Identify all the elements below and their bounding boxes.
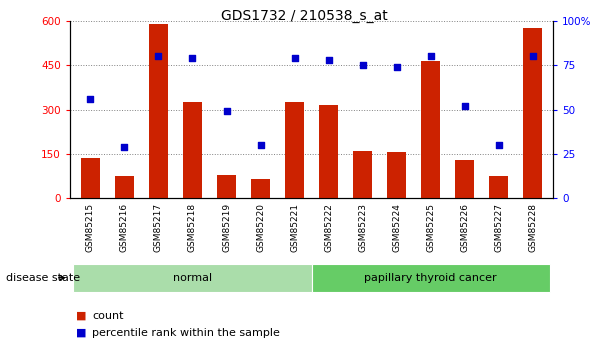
Text: ■: ■: [76, 328, 86, 338]
Text: GSM85220: GSM85220: [256, 203, 265, 252]
Bar: [217, 175, 236, 198]
Bar: [421, 61, 440, 198]
Text: ■: ■: [76, 311, 86, 321]
Text: disease state: disease state: [6, 273, 80, 283]
Text: GSM85228: GSM85228: [528, 203, 537, 252]
Text: GSM85217: GSM85217: [154, 203, 163, 253]
Point: [528, 53, 537, 59]
Bar: [387, 152, 406, 198]
Point: [494, 142, 503, 148]
Bar: [149, 24, 168, 198]
Text: GSM85224: GSM85224: [392, 203, 401, 252]
Text: GSM85221: GSM85221: [290, 203, 299, 252]
Point: [460, 103, 469, 109]
Text: count: count: [92, 311, 124, 321]
Text: GSM85218: GSM85218: [188, 203, 197, 253]
Text: GDS1732 / 210538_s_at: GDS1732 / 210538_s_at: [221, 9, 387, 23]
Text: GSM85216: GSM85216: [120, 203, 129, 253]
Point: [426, 53, 435, 59]
Bar: [183, 102, 202, 198]
Text: percentile rank within the sample: percentile rank within the sample: [92, 328, 280, 338]
Bar: [251, 179, 270, 198]
Text: papillary thyroid cancer: papillary thyroid cancer: [364, 273, 497, 283]
Text: GSM85215: GSM85215: [86, 203, 95, 253]
Bar: [489, 176, 508, 198]
Bar: [455, 160, 474, 198]
Text: GSM85223: GSM85223: [358, 203, 367, 252]
Point: [120, 144, 130, 150]
Point: [256, 142, 266, 148]
Bar: [115, 176, 134, 198]
Point: [392, 64, 401, 70]
Text: GSM85222: GSM85222: [324, 203, 333, 252]
Bar: [353, 151, 372, 198]
Text: GSM85219: GSM85219: [222, 203, 231, 253]
Text: GSM85227: GSM85227: [494, 203, 503, 252]
Bar: [285, 102, 304, 198]
Text: normal: normal: [173, 273, 212, 283]
Bar: [81, 158, 100, 198]
Point: [290, 55, 300, 61]
Bar: [74, 264, 311, 292]
Point: [188, 55, 198, 61]
Point: [358, 62, 367, 68]
Bar: [319, 105, 338, 198]
Bar: [523, 28, 542, 198]
Point: [222, 109, 232, 114]
Text: GSM85226: GSM85226: [460, 203, 469, 252]
Bar: [311, 264, 550, 292]
Text: GSM85225: GSM85225: [426, 203, 435, 252]
Point: [323, 57, 333, 62]
Point: [86, 96, 95, 102]
Point: [154, 53, 164, 59]
